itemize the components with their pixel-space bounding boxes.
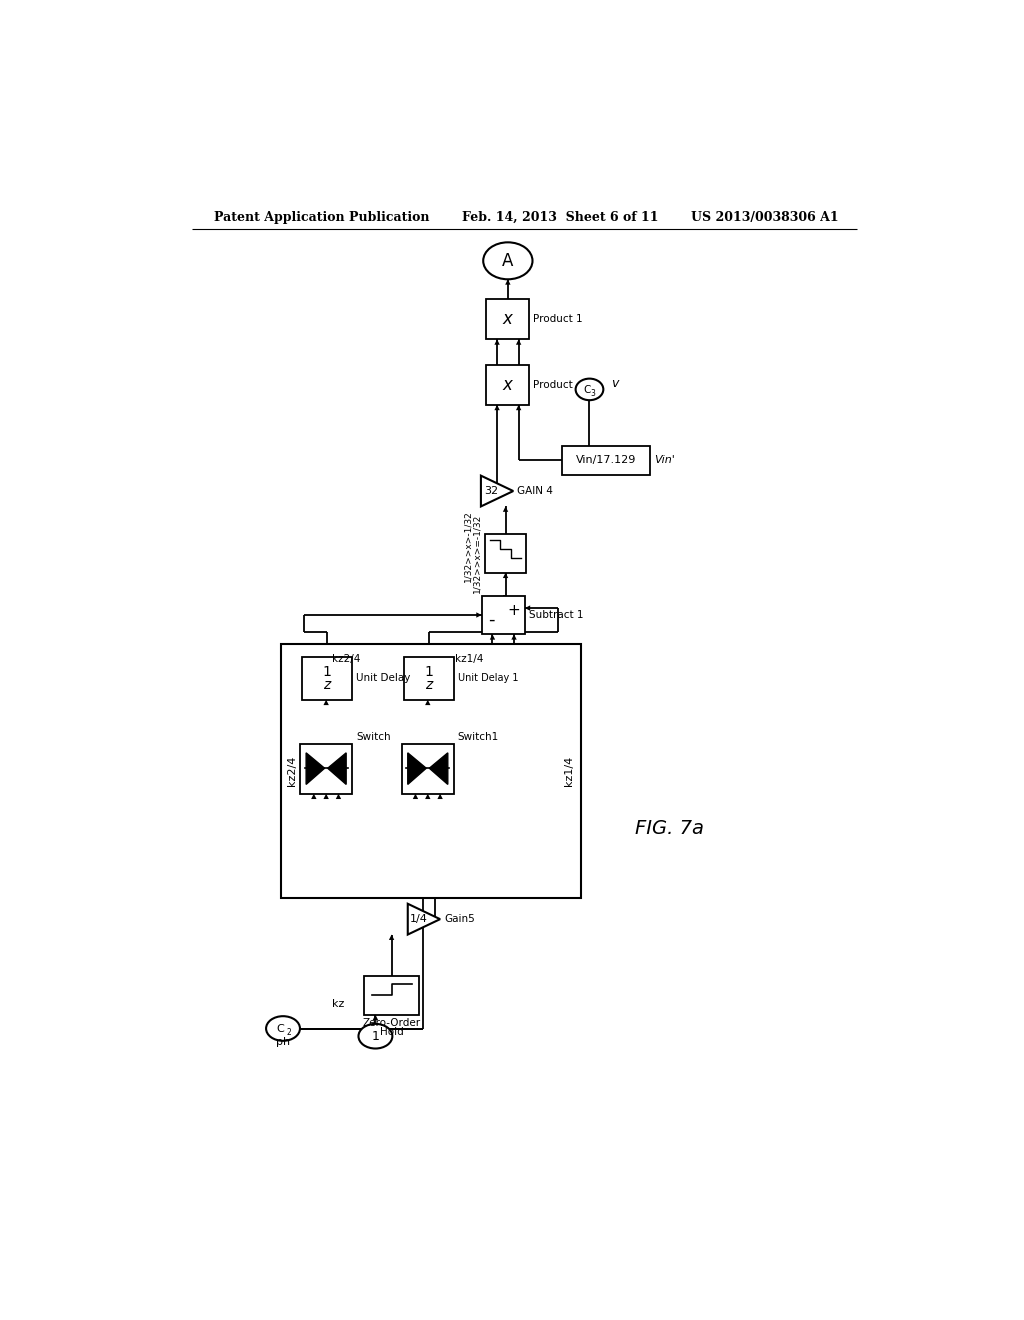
Text: US 2013/0038306 A1: US 2013/0038306 A1 [691, 211, 839, 224]
Polygon shape [425, 700, 430, 705]
Ellipse shape [266, 1016, 300, 1040]
Polygon shape [408, 752, 426, 784]
Text: C: C [276, 1023, 285, 1034]
Text: Product 1: Product 1 [534, 314, 583, 325]
Text: 1/4: 1/4 [410, 915, 427, 924]
Text: +: + [508, 603, 520, 618]
Text: x: x [503, 376, 513, 393]
Text: v: v [611, 376, 618, 389]
Text: 1: 1 [372, 1030, 379, 1043]
Text: Feb. 14, 2013  Sheet 6 of 11: Feb. 14, 2013 Sheet 6 of 11 [462, 211, 658, 224]
Text: Patent Application Publication: Patent Application Publication [214, 211, 429, 224]
Text: Switch: Switch [356, 733, 391, 742]
Text: A: A [502, 252, 514, 269]
Text: z: z [425, 678, 432, 692]
Ellipse shape [483, 243, 532, 280]
Polygon shape [425, 793, 430, 799]
Ellipse shape [358, 1024, 392, 1048]
Polygon shape [524, 606, 530, 611]
Text: Unit Delay: Unit Delay [356, 673, 411, 684]
Polygon shape [413, 793, 418, 799]
Text: kz: kz [332, 999, 345, 1008]
Text: kz2/4: kz2/4 [332, 653, 360, 664]
Polygon shape [481, 475, 513, 507]
Text: x: x [503, 310, 513, 329]
Text: 1: 1 [323, 665, 332, 678]
Bar [364, 977, 419, 1015]
Polygon shape [503, 573, 508, 578]
Text: FIG. 7a: FIG. 7a [635, 818, 705, 838]
Polygon shape [503, 507, 508, 512]
Polygon shape [328, 752, 346, 784]
Polygon shape [336, 793, 341, 799]
Bar [300, 743, 352, 793]
Polygon shape [389, 935, 394, 940]
Text: 3: 3 [591, 389, 596, 397]
Polygon shape [516, 405, 521, 411]
Bar [481, 595, 524, 635]
Bar [486, 300, 529, 339]
Text: kz2/4: kz2/4 [288, 755, 297, 785]
Bar [302, 657, 352, 700]
Polygon shape [429, 752, 447, 784]
Text: kz1/4: kz1/4 [564, 755, 574, 785]
Bar [486, 364, 529, 405]
Polygon shape [408, 904, 440, 935]
Polygon shape [511, 635, 517, 640]
Text: 2: 2 [286, 1028, 291, 1036]
Polygon shape [495, 339, 500, 345]
Text: z: z [324, 678, 331, 692]
Text: Vin/17.129: Vin/17.129 [575, 455, 636, 465]
Polygon shape [324, 793, 329, 799]
Text: -: - [488, 611, 495, 628]
Text: 32: 32 [484, 486, 499, 496]
Polygon shape [437, 793, 442, 799]
Text: Vin': Vin' [654, 455, 675, 465]
Text: Product: Product [534, 380, 573, 389]
Bar [484, 535, 526, 573]
Polygon shape [476, 612, 481, 618]
Text: C: C [584, 385, 591, 395]
Polygon shape [489, 635, 496, 640]
Text: 1: 1 [424, 665, 433, 678]
Text: Hold: Hold [380, 1027, 403, 1036]
Polygon shape [516, 339, 521, 345]
Text: GAIN 4: GAIN 4 [517, 486, 553, 496]
Text: Unit Delay 1: Unit Delay 1 [458, 673, 518, 684]
Text: Zero-Order: Zero-Order [362, 1018, 421, 1028]
Bar [281, 644, 581, 898]
Text: 1/32>>x>=-1/32: 1/32>>x>=-1/32 [472, 513, 481, 593]
Polygon shape [373, 1015, 378, 1020]
Text: 1/32>>x>-1/32: 1/32>>x>-1/32 [463, 510, 472, 582]
Text: kz1/4: kz1/4 [456, 653, 483, 664]
Bar [562, 446, 650, 475]
Polygon shape [311, 793, 316, 799]
Text: ph: ph [275, 1038, 290, 1047]
Text: Switch1: Switch1 [458, 733, 499, 742]
Polygon shape [306, 752, 325, 784]
Text: Gain5: Gain5 [444, 915, 475, 924]
Bar [403, 657, 454, 700]
Text: Subtract 1: Subtract 1 [528, 610, 583, 620]
Polygon shape [495, 405, 500, 411]
Polygon shape [324, 700, 329, 705]
Bar [401, 743, 454, 793]
Ellipse shape [575, 379, 603, 400]
Polygon shape [505, 280, 511, 285]
